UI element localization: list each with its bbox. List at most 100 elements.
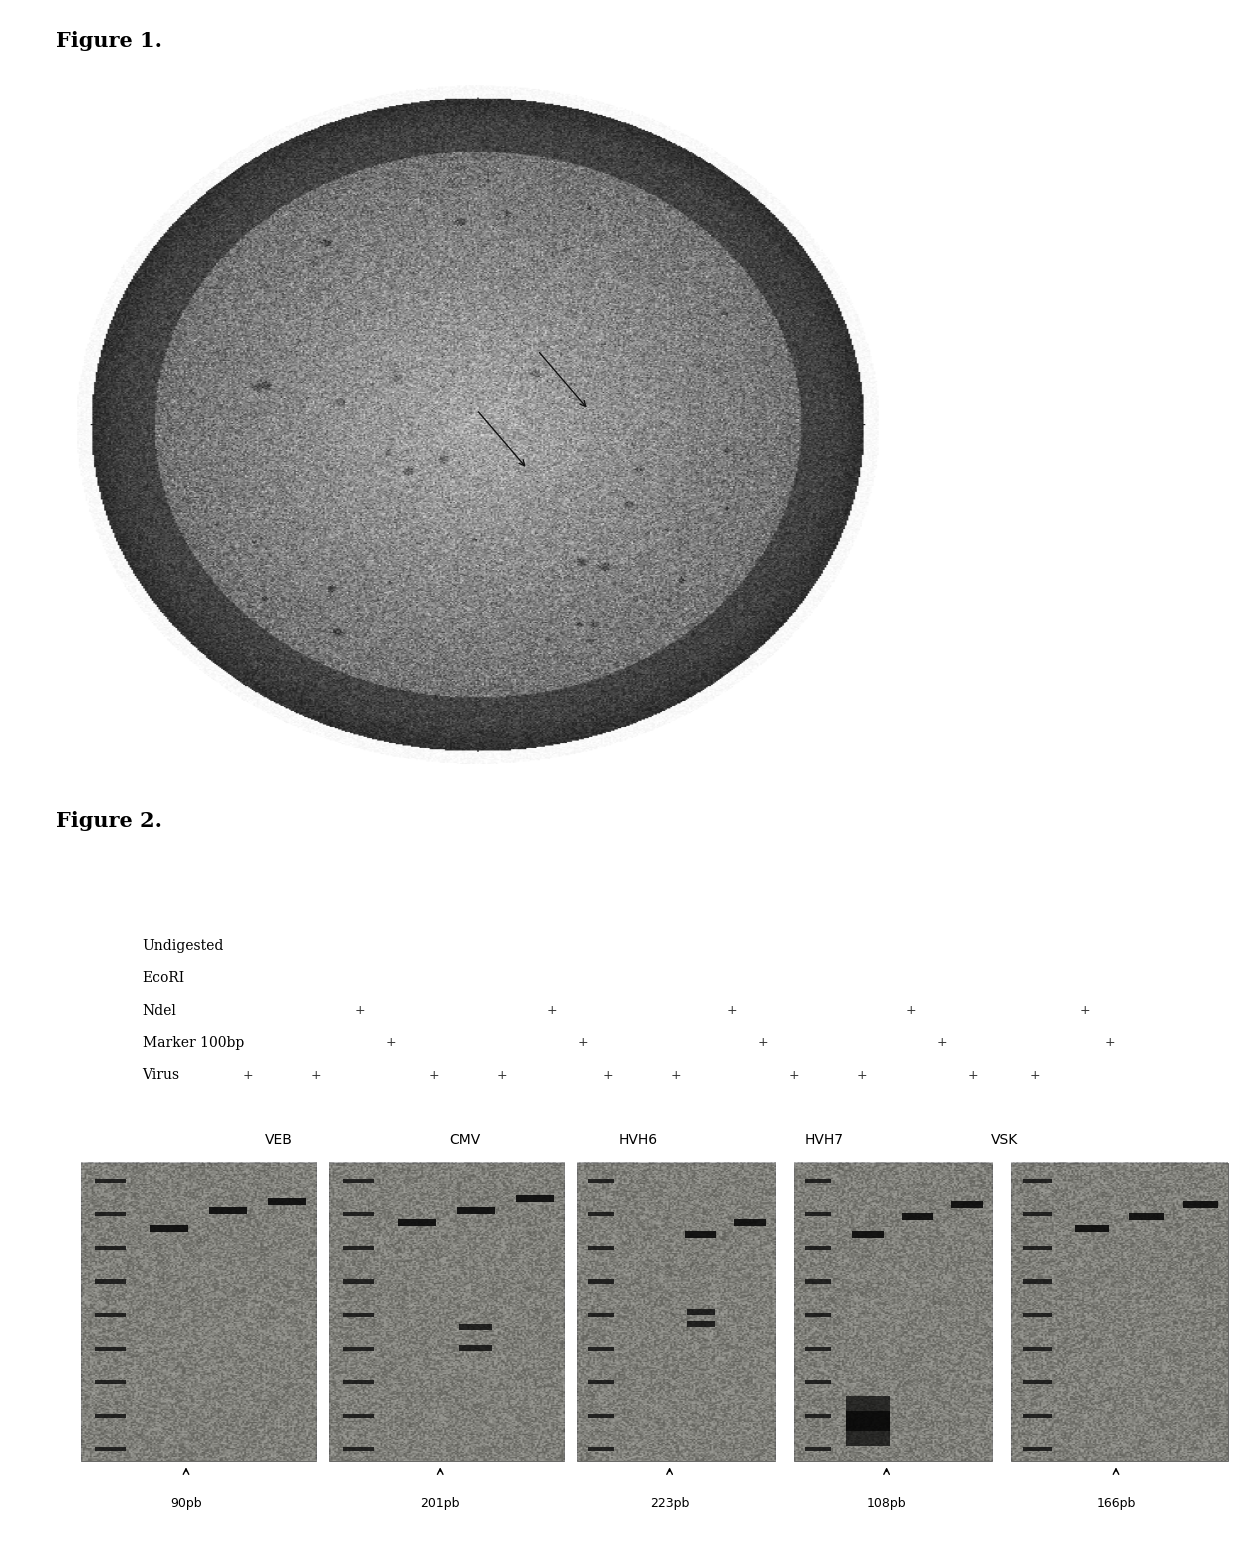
Bar [846,1396,890,1431]
Text: 166pb: 166pb [1096,1498,1136,1510]
Text: Figure 2.: Figure 2. [56,811,161,831]
Bar [806,1246,832,1251]
Bar [1183,1201,1218,1207]
Bar [210,1207,247,1214]
Text: 90pb: 90pb [170,1498,202,1510]
Bar [1023,1346,1052,1351]
Bar [459,1325,492,1329]
Text: +: + [758,1036,768,1050]
Text: +: + [1105,1036,1115,1050]
Text: +: + [355,1004,365,1017]
Bar [588,1280,614,1283]
Text: +: + [311,1068,321,1082]
Text: +: + [578,1036,588,1050]
Bar [1128,1214,1163,1220]
Bar [806,1447,832,1451]
Bar [1023,1212,1052,1217]
Bar [1023,1280,1052,1283]
Text: +: + [968,1068,978,1082]
Text: 201pb: 201pb [420,1498,460,1510]
Bar [901,1214,934,1220]
Bar [588,1312,614,1317]
Bar [516,1195,553,1203]
Bar [342,1178,373,1183]
Text: +: + [906,1004,916,1017]
Text: 223pb: 223pb [650,1498,689,1510]
Bar [94,1447,125,1451]
Text: HVH7: HVH7 [805,1133,844,1147]
Text: Marker 100bp: Marker 100bp [143,1036,244,1050]
Bar [94,1380,125,1385]
Bar [588,1447,614,1451]
Bar [684,1231,717,1238]
Bar [1023,1312,1052,1317]
Text: 108pb: 108pb [867,1498,906,1510]
Bar [588,1212,614,1217]
Bar [687,1309,714,1315]
Bar [94,1312,125,1317]
Bar [588,1178,614,1183]
Bar [806,1178,832,1183]
Bar [342,1280,373,1283]
Bar [268,1198,305,1204]
Bar [951,1201,983,1207]
Text: +: + [547,1004,557,1017]
Bar [150,1226,187,1232]
Text: +: + [857,1068,867,1082]
Text: Figure 1.: Figure 1. [56,31,161,51]
Bar [1023,1246,1052,1251]
Bar [806,1280,832,1283]
Text: +: + [603,1068,613,1082]
Bar [734,1220,766,1226]
Bar [81,1163,316,1461]
Bar [94,1212,125,1217]
Bar [94,1414,125,1417]
Bar [588,1346,614,1351]
Bar [329,1163,564,1461]
Text: EcoRI: EcoRI [143,971,185,985]
Text: VSK: VSK [991,1133,1018,1147]
Bar [342,1312,373,1317]
Bar [588,1380,614,1385]
Bar [794,1163,992,1461]
Bar [342,1246,373,1251]
Bar [806,1212,832,1217]
Text: +: + [727,1004,737,1017]
Bar [459,1345,492,1351]
Bar [94,1346,125,1351]
Text: HVH6: HVH6 [619,1133,658,1147]
Bar [342,1380,373,1385]
Bar [94,1246,125,1251]
Bar [1023,1414,1052,1417]
Bar [342,1346,373,1351]
Bar [1075,1226,1110,1232]
Bar [398,1220,435,1226]
Bar [588,1246,614,1251]
Bar [94,1280,125,1283]
Bar [1011,1163,1228,1461]
Bar [806,1312,832,1317]
Bar [342,1414,373,1417]
Bar [342,1447,373,1451]
Bar [806,1414,832,1417]
Text: +: + [1030,1068,1040,1082]
Text: +: + [243,1068,253,1082]
Text: +: + [497,1068,507,1082]
Bar [577,1163,775,1461]
Bar [687,1322,714,1326]
Bar [1023,1380,1052,1385]
Bar [342,1212,373,1217]
Bar [806,1346,832,1351]
Text: +: + [789,1068,799,1082]
Bar [94,1178,125,1183]
Text: Undigested: Undigested [143,939,224,953]
Bar [1023,1447,1052,1451]
Bar [1023,1178,1052,1183]
Text: Virus: Virus [143,1068,180,1082]
Text: +: + [1080,1004,1090,1017]
Bar [806,1380,832,1385]
Text: +: + [937,1036,947,1050]
Text: Ndel: Ndel [143,1004,176,1017]
Text: +: + [429,1068,439,1082]
Text: +: + [386,1036,396,1050]
